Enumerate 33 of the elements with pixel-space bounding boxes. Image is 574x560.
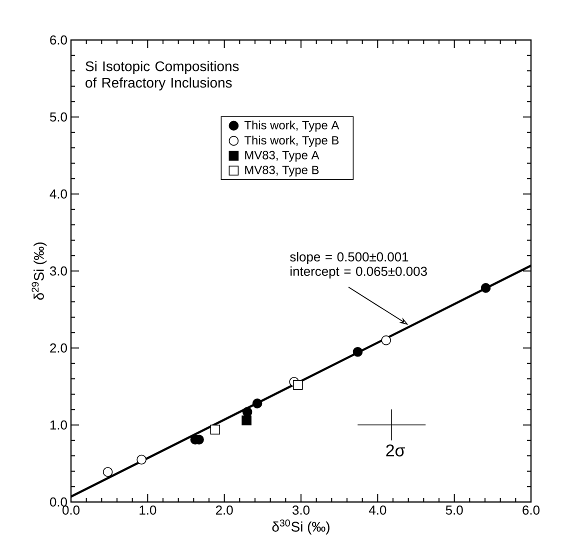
point [381,335,391,346]
y-tick-label: 5.0 [50,112,67,122]
point [242,415,252,426]
point [252,398,262,408]
y-tick-label: 1.0 [50,420,67,430]
x-tick-label: 6.0 [522,506,540,515]
legend-label: MV83, Type B [245,166,319,177]
x-tick-label: 2.0 [216,506,233,515]
x-tick-label: 5.0 [446,506,463,515]
point [136,454,146,465]
annotation: slope = 0.500±0.001 intercept = 0.065±0.003 [290,252,427,278]
x-axis-title: δ$^{30}$Si (‰) [272,520,330,534]
point [293,380,303,390]
y-tick-label: 6.0 [50,35,67,45]
y-axis-title: δ$^{29}$Si (‰) [32,242,47,300]
y-tick-label: 2.0 [50,343,67,353]
x-tick-label: 1.0 [140,506,156,515]
x-tick-label: 0.0 [62,506,80,515]
y-tick-label: 0.0 [50,497,67,507]
point [102,467,113,477]
y-tick-label: 3.0 [50,266,67,276]
legend-label: MV83, Type A [245,150,320,162]
text: Si Isotopic Compositions of Refractory Inclusions [86,60,239,90]
legend-label: This work, Type A [244,120,340,132]
point [242,407,252,417]
legend-label: This work, Type B [244,136,339,147]
point [480,283,491,293]
x-tick-label: 4.0 [368,506,386,515]
annotation: 2σ [386,444,405,456]
point [210,424,220,435]
y-tick-label: 4.0 [50,189,67,199]
point [352,346,363,357]
x-tick-label: 3.0 [292,506,310,515]
